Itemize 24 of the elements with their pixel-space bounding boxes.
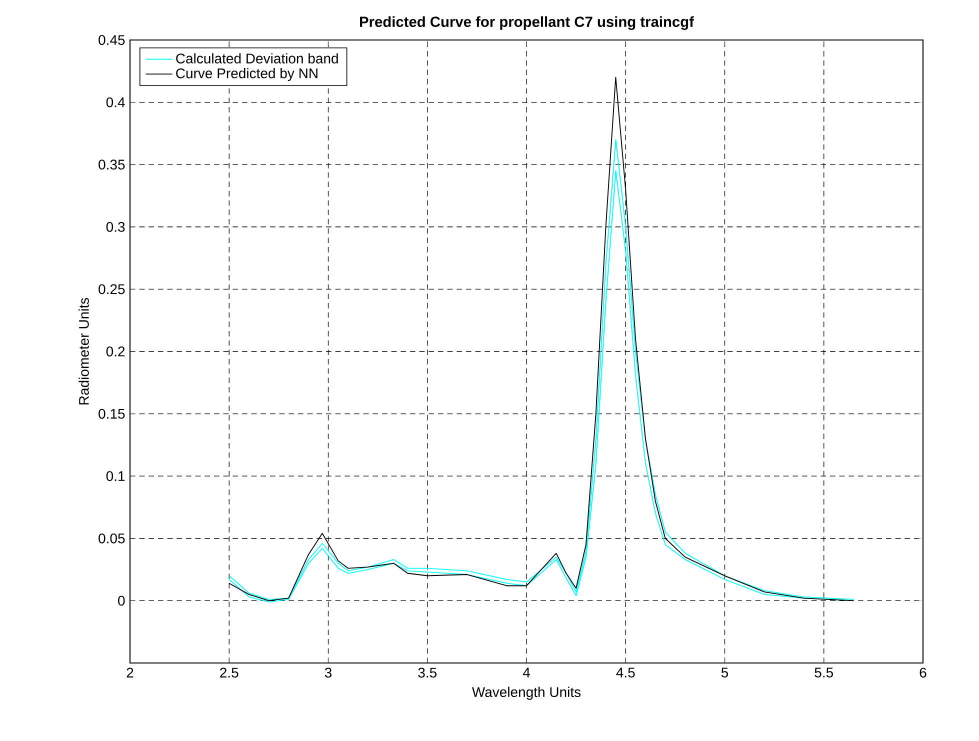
- y-tick-label: 0.1: [106, 471, 125, 482]
- legend-label: Calculated Deviation band: [176, 53, 338, 64]
- legend-label: Curve Predicted by NN: [176, 68, 318, 82]
- y-tick-label: 0.05: [98, 533, 125, 544]
- x-tick-label: 6: [920, 668, 926, 678]
- chart-title: Predicted Curve for propellant C7 using traincgf: [360, 16, 694, 30]
- y-tick-label: 0.15: [98, 408, 125, 419]
- x-tick-label: 4.5: [616, 668, 635, 678]
- x-tick-label: 5.5: [814, 668, 834, 678]
- y-axis-title: Radiometer Units: [78, 298, 89, 404]
- x-tick-label: 5: [721, 668, 728, 678]
- y-tick-label: 0.35: [98, 160, 125, 170]
- x-tick-label: 4: [522, 668, 530, 678]
- y-tick-label: 0.3: [106, 222, 125, 232]
- x-tick-label: 2.5: [220, 668, 238, 678]
- y-tick-label: 0.45: [98, 35, 125, 45]
- x-tick-label: 3: [324, 668, 332, 678]
- y-tick-label: 0.4: [106, 97, 125, 108]
- y-tick-label: 0: [118, 596, 125, 606]
- x-tick-label: 3.5: [418, 668, 437, 678]
- y-tick-label: 0.25: [98, 284, 125, 294]
- x-tick-label: 2: [126, 668, 134, 678]
- y-tick-label: 0.2: [106, 346, 125, 356]
- x-axis-title: Wavelength Units: [472, 686, 581, 700]
